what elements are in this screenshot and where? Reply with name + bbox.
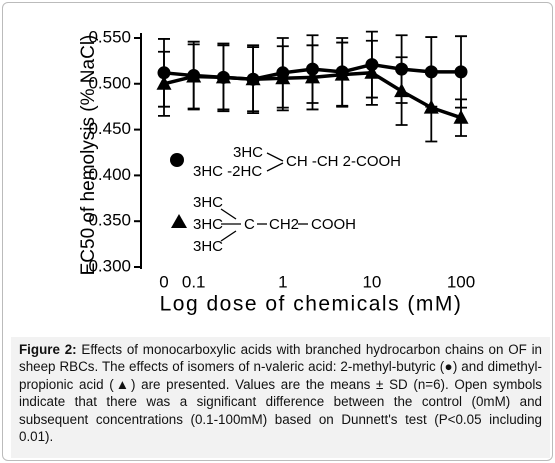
formula: 3HC xyxy=(233,144,263,161)
bond xyxy=(220,230,237,242)
y-tick-label: 0.550 xyxy=(88,27,131,46)
formula: 3HC -2HC xyxy=(193,163,262,180)
marker xyxy=(394,83,410,98)
formula: 3HC xyxy=(193,238,223,255)
marker xyxy=(454,65,468,79)
x-tick-label: 1 xyxy=(278,272,287,291)
chart: EC50 of hemolysis (% NaCl) Log dose of c… xyxy=(78,27,475,316)
bond xyxy=(266,162,284,172)
caption: Figure 2: Effects of monocarboxylic acid… xyxy=(11,337,550,458)
marker xyxy=(453,109,469,124)
formula: 3HC xyxy=(193,216,223,233)
marker xyxy=(215,69,231,84)
y-tick-label: 0.500 xyxy=(88,73,131,92)
marker xyxy=(305,69,320,84)
x-tick-label: 0 xyxy=(159,272,168,291)
marker xyxy=(275,70,291,85)
legend: 3HC 3HC -2HC CH -CH 2-COOH 3HC 3HC C CH2… xyxy=(170,144,401,255)
formula: COOH xyxy=(311,216,356,233)
formula: C xyxy=(244,216,255,233)
marker xyxy=(424,65,438,79)
y-tick-label: 0.300 xyxy=(88,256,131,275)
formula: CH2 xyxy=(269,216,299,233)
marker xyxy=(364,64,380,79)
legend-marker xyxy=(171,214,187,228)
marker xyxy=(156,75,172,90)
x-tick-label: 0.1 xyxy=(182,272,206,291)
y-tick-label: 0.350 xyxy=(88,211,131,230)
marker xyxy=(395,62,409,76)
caption-text: Effects of monocarboxylic acids with bra… xyxy=(19,342,542,445)
formula: CH -CH 2-COOH xyxy=(286,153,401,170)
x-tick-label: 10 xyxy=(362,272,381,291)
bond xyxy=(220,208,237,220)
marker xyxy=(365,58,379,72)
x-tick-label: 100 xyxy=(447,272,475,291)
marker xyxy=(334,66,350,81)
formula: 3HC xyxy=(193,194,223,211)
marker xyxy=(245,71,261,86)
marker xyxy=(306,62,319,76)
y-tick-label: 0.400 xyxy=(88,165,131,184)
legend-marker xyxy=(170,153,184,167)
marker xyxy=(423,99,439,114)
bond xyxy=(266,152,284,162)
caption-label: Figure 2: xyxy=(19,342,77,357)
marker xyxy=(157,66,171,80)
x-axis-title: Log dose of chemicals (mM) xyxy=(160,293,463,316)
y-axis-title: EC50 of hemolysis (% NaCl) xyxy=(78,35,99,276)
y-tick-label: 0.450 xyxy=(88,119,131,138)
marker xyxy=(186,68,202,83)
